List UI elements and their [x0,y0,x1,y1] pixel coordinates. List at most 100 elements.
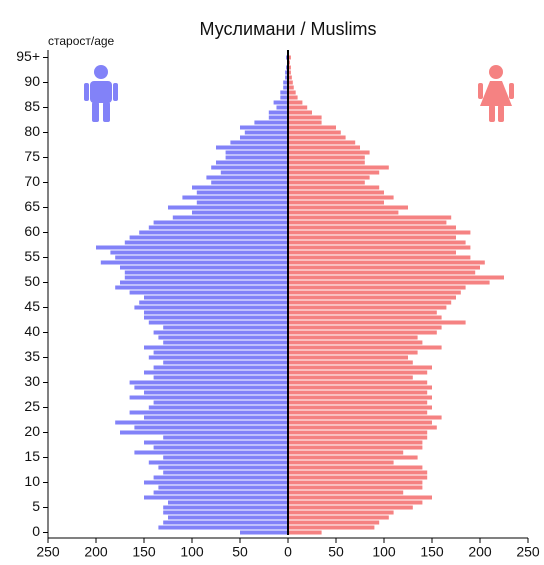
bar [196,200,288,205]
bar [100,260,288,265]
y-tick-label: 30 [24,373,40,389]
bar [288,285,466,290]
bar [288,495,432,500]
bar [288,240,466,245]
bar [288,465,423,470]
y-tick-label: 10 [24,473,40,489]
bar [158,525,288,530]
bar [163,505,288,510]
bar [288,420,432,425]
bar [288,130,341,135]
bar [288,320,466,325]
bar [144,295,288,300]
bar [288,70,291,75]
bar [288,350,418,355]
bar [134,305,288,310]
bar [288,165,389,170]
bar [288,500,423,505]
bar [153,475,288,480]
bar [288,300,452,305]
bar [129,395,288,400]
bar [139,230,288,235]
bar [288,390,428,395]
bar [163,435,288,440]
bar [144,345,288,350]
y-tick-label: 80 [24,123,40,139]
y-tick-label: 60 [24,223,40,239]
y-tick-label: 35 [24,348,40,364]
bar [148,225,288,230]
bar [288,305,447,310]
bar [288,225,456,230]
x-tick-label: 150 [132,544,156,560]
bar [144,315,288,320]
bar [285,70,288,75]
x-tick-label: 200 [468,544,492,560]
bar [288,335,418,340]
bar [225,150,288,155]
y-tick-label: 50 [24,273,40,289]
bar [288,150,370,155]
bar [163,455,288,460]
x-tick-label: 250 [36,544,60,560]
bar [288,525,375,530]
x-tick-label: 0 [284,544,292,560]
bar [288,380,428,385]
bar [124,240,288,245]
bar [288,365,432,370]
bar [288,345,442,350]
bar [288,460,394,465]
bar [288,175,370,180]
y-tick-label: 70 [24,173,40,189]
y-tick-label: 40 [24,323,40,339]
bar [134,450,288,455]
bar [163,360,288,365]
bar [288,425,437,430]
bar [288,400,428,405]
bar [288,220,447,225]
bar [288,370,428,375]
bar [134,425,288,430]
bar [288,445,423,450]
bar [163,340,288,345]
bar [148,355,288,360]
bar [144,495,288,500]
bar [144,480,288,485]
bar [285,75,288,80]
female-icon [478,65,514,122]
bar [288,315,442,320]
bar [168,205,288,210]
bar [280,90,288,95]
bar [158,465,288,470]
bar [288,385,432,390]
bar [163,510,288,515]
bar [110,250,289,255]
bar [288,505,413,510]
bar [288,310,437,315]
x-tick-label: 50 [328,544,344,560]
bar [288,235,456,240]
bar [288,90,296,95]
bar [288,100,303,105]
bar [148,460,288,465]
y-tick-label: 15 [24,448,40,464]
bar [288,185,380,190]
bar [225,155,288,160]
bar [268,110,288,115]
y-tick-label: 5 [32,498,40,514]
bar [240,530,288,535]
bar [129,380,288,385]
x-tick-label: 100 [180,544,204,560]
bar [288,245,471,250]
bar [288,95,298,100]
bar [283,85,288,90]
bar [288,330,437,335]
bar [288,255,471,260]
bar [288,265,480,270]
bar [153,365,288,370]
bar [288,65,291,70]
bar [288,55,291,60]
bar [288,110,312,115]
bar [288,170,380,175]
y-tick-label: 90 [24,73,40,89]
